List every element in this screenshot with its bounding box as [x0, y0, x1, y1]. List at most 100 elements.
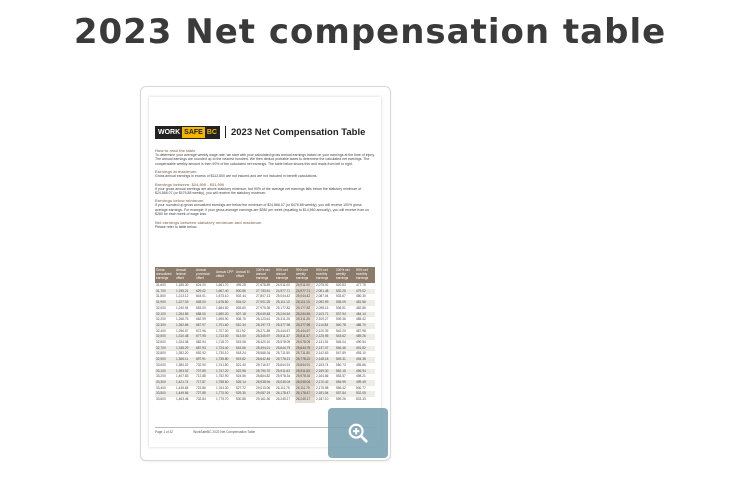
table-cell: 1,213.12	[176, 294, 189, 299]
table-cell: 712.88	[196, 374, 206, 379]
table-cell: 28,568.34	[256, 351, 271, 356]
table-cell: 1,338.29	[175, 345, 195, 352]
table-row: 33,400 1,435.65 722.86 1,764.30 527.72 29,013…	[155, 385, 375, 392]
table-cell: 2,098.15	[316, 305, 329, 310]
table-header-cell: 100% net annual earnings	[255, 267, 275, 283]
page-title: 2023 Net compensation table	[73, 12, 667, 52]
table-cell: 493.10	[356, 351, 366, 356]
section-heading: Earnings between: $24,900 - $31,900	[155, 181, 225, 187]
table-cell: 624.00	[196, 283, 206, 287]
table-cell: 527.72	[236, 385, 246, 390]
table-cell: 25,311.25	[295, 317, 315, 323]
section-text: Gross annual earnings in excess of $112,…	[155, 174, 318, 179]
table-cell: 1,775.70	[216, 397, 229, 402]
zoom-button[interactable]	[328, 408, 388, 458]
table-row: 31,600 1,185.30 624.00 1,661.70 499.28 27,678…	[155, 283, 375, 289]
table-cell: 496.94	[355, 368, 375, 375]
table-cell: 502.05	[355, 391, 375, 398]
table-header-cell: 90% net monthly earnings	[355, 267, 375, 283]
table-cell: 25,244.54	[275, 311, 295, 318]
table-row: 32,600 1,324.38 682.94 1,718.70 515.08 28,420…	[155, 340, 375, 346]
table-cell: 26,045.04	[275, 379, 295, 386]
table-cell: 25,044.42	[276, 294, 291, 299]
table-cell: 26,245.17	[295, 397, 315, 403]
table-row: 32,400 1,296.57 672.96 1,707.30 511.92 28,271…	[155, 328, 375, 335]
table-row: 33,100 1,393.92 707.89 1,747.20 522.98 28,790…	[155, 368, 375, 375]
table-header-cell: Annual provincial offset	[195, 267, 215, 283]
table-cell: 518.24	[236, 351, 246, 356]
table-cell: 559.26	[336, 397, 346, 402]
table-cell: 511.92	[236, 328, 246, 333]
table-cell: 519.82	[235, 357, 255, 363]
table-cell: 499.28	[236, 283, 246, 287]
table-cell: 546.46	[335, 345, 355, 352]
table-cell: 28,271.85	[256, 328, 271, 333]
table-cell: 32,000	[156, 305, 166, 310]
table-row: 32,200 1,268.75 662.99 1,695.90 508.76 28,123…	[155, 317, 375, 323]
document-header: WORK SAFE BC 2023 Net Compensation Table	[155, 125, 377, 139]
document-preview-card[interactable]: WORK SAFE BC 2023 Net Compensation Table…	[140, 86, 391, 461]
table-cell: 1,463.46	[176, 397, 189, 402]
table-cell: 500.86	[235, 288, 255, 295]
table-cell: 2,137.07	[315, 345, 335, 352]
table-cell: 25,778.21	[275, 357, 295, 363]
table-cell: 1,268.75	[176, 317, 189, 322]
table-cell: 25,978.34	[295, 374, 315, 380]
table-cell: 697.91	[195, 357, 215, 363]
table-cell: 662.99	[196, 317, 206, 322]
table-row: 33,600 1,463.46 732.84 1,775.70 530.88 29,161…	[155, 397, 375, 403]
table-cell: 28,790.70	[255, 368, 275, 375]
table-header-cell: 90% net monthly earnings	[315, 267, 335, 283]
table-cell: 26,178.47	[275, 391, 295, 398]
table-cell: 1,718.70	[216, 340, 229, 345]
table-body: 31,600 1,185.30 624.00 1,661.70 499.28 27,678…	[155, 283, 375, 403]
table-cell: 25,311.25	[276, 317, 290, 322]
table-cell: 557.84	[335, 391, 355, 398]
table-cell: 1,684.50	[216, 305, 229, 310]
section-text: Please refer to table below.	[155, 224, 198, 229]
table-cell: 33,300	[155, 379, 175, 386]
table-cell: 1,227.03	[175, 300, 195, 306]
table-cell: 24,911.00	[295, 283, 315, 289]
table-cell: 481.58	[355, 300, 375, 306]
table-cell: 25,778.21	[295, 357, 315, 363]
table-cell: 1,380.02	[176, 362, 189, 367]
section-text: If your gross annual earnings are above …	[155, 186, 362, 196]
table-cell: 526.14	[235, 379, 255, 386]
table-cell: 1,407.83	[176, 374, 189, 379]
section-text: To determine your average weekly wage ra…	[155, 153, 375, 166]
compensation-table: Gross annualized earnings Annual federal …	[155, 267, 375, 403]
table-row: 31,900 1,227.03 648.00 1,678.80 504.02 27,901…	[155, 300, 375, 306]
table-cell: 489.26	[355, 334, 375, 341]
table-cell: 1,421.74	[175, 379, 195, 386]
table-cell: 1,764.30	[216, 385, 229, 390]
table-cell: 32,500	[155, 334, 175, 341]
table-cell: 33,000	[156, 362, 166, 367]
table-cell: 1,741.50	[216, 362, 229, 367]
table-cell: 2,131.51	[316, 340, 329, 345]
table-cell: 28,197.73	[255, 322, 275, 329]
table-cell: 2,164.86	[316, 374, 329, 379]
table-header-cell: Annual federal offset	[175, 267, 195, 283]
table-cell: 29,161.30	[256, 397, 271, 402]
table-cell: 25,578.09	[295, 340, 315, 346]
table-cell: 2,142.63	[316, 351, 329, 356]
table-cell: 653.00	[196, 305, 206, 310]
table-cell: 1,435.65	[176, 385, 189, 390]
table-cell: 687.93	[195, 345, 215, 352]
table-cell: 25,377.96	[295, 322, 315, 329]
table-cell: 537.94	[335, 311, 355, 318]
section-heading: Earnings below minimum	[155, 198, 204, 204]
table-header-cell: Annual EI offset	[235, 267, 255, 283]
table-cell: 516.66	[235, 345, 255, 352]
table-cell: 25,711.50	[276, 351, 290, 356]
table-cell: 504.02	[235, 300, 255, 306]
table-cell: 33,600	[156, 397, 166, 402]
table-cell: 32,100	[155, 311, 175, 318]
table-cell: 33,100	[155, 368, 175, 375]
page-number: Page 1 of 32	[155, 430, 174, 434]
document-thumbnail[interactable]: WORK SAFE BC 2023 Net Compensation Table…	[149, 97, 381, 447]
table-cell: 2,159.30	[315, 368, 335, 375]
table-cell: 29,013.06	[256, 385, 271, 390]
table-cell: 27,807.13	[256, 294, 271, 299]
